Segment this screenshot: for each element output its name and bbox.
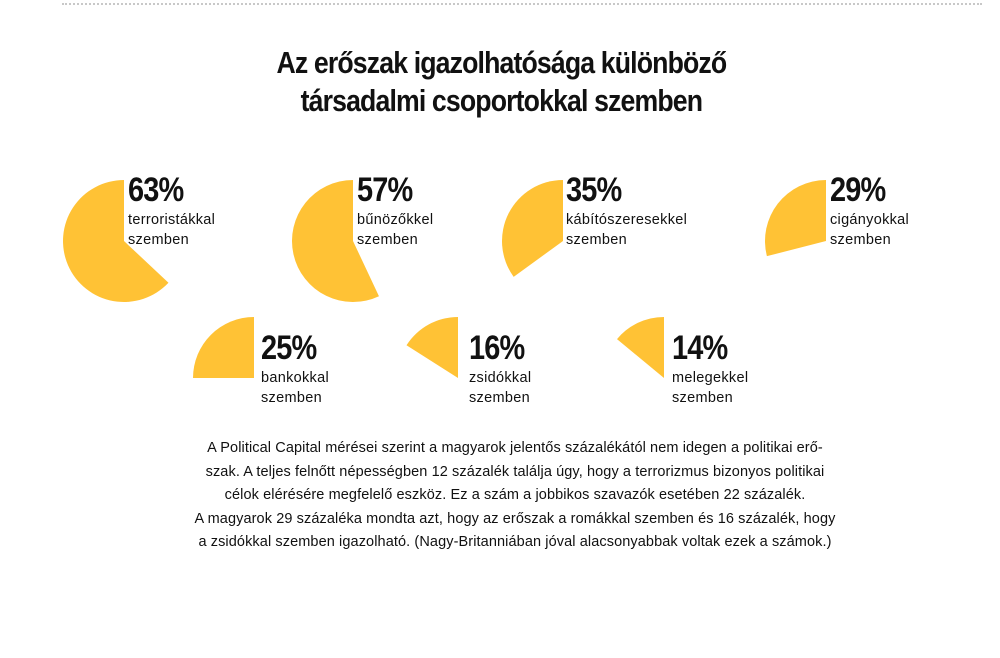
pie-value-label: 25% [261, 329, 317, 367]
body-paragraph: A Political Capital mérései szerint a ma… [122, 437, 908, 555]
pie-value-label: 16% [469, 329, 525, 367]
chart-title-line-1: Az erőszak igazolhatósága különböző [276, 45, 727, 80]
pie-category-label: cigányokkal szemben [830, 212, 910, 248]
top-dotted-rule [62, 3, 982, 5]
pie-slice [406, 317, 458, 378]
body-line: a zsidókkal szemben igazolható. (Nagy-Br… [198, 534, 832, 550]
chart-title-line-2: társadalmi csoportokkal szemben [300, 83, 703, 118]
pie-slice [193, 317, 254, 378]
pie-slice [617, 317, 664, 378]
body-line: A magyarok 29 százaléka mondta azt, hogy… [194, 510, 836, 527]
body-line: A Political Capital mérései szerint a ma… [207, 440, 823, 456]
pie-category-label: terroristákkal szemben [128, 212, 216, 248]
body-line: szak. A teljes felnőtt népességben 12 sz… [205, 463, 825, 480]
pie-value-label: 29% [830, 171, 886, 209]
pie-category-label: melegekkel szemben [672, 370, 749, 406]
pie-value-label: 57% [357, 171, 413, 209]
pie-slice [291, 180, 379, 302]
pie-value-label: 63% [128, 171, 184, 209]
pie-slice [502, 180, 563, 277]
body-line: célok elérésére megfelelő eszköz. Ez a s… [224, 487, 806, 503]
chart-title: Az erőszak igazolhatósága különböző társ… [71, 44, 931, 120]
pie-value-label: 14% [672, 329, 728, 367]
pie-value-label: 35% [566, 171, 622, 209]
pie-category-label: kábítószeresekkel szemben [566, 212, 688, 248]
pie-slice [765, 180, 826, 257]
pie-category-label: zsidókkal szemben [469, 370, 532, 406]
pie-slice [63, 180, 169, 302]
pie-category-label: bankokkal szemben [261, 370, 329, 406]
pie-category-label: bűnözőkkel szemben [357, 212, 434, 248]
